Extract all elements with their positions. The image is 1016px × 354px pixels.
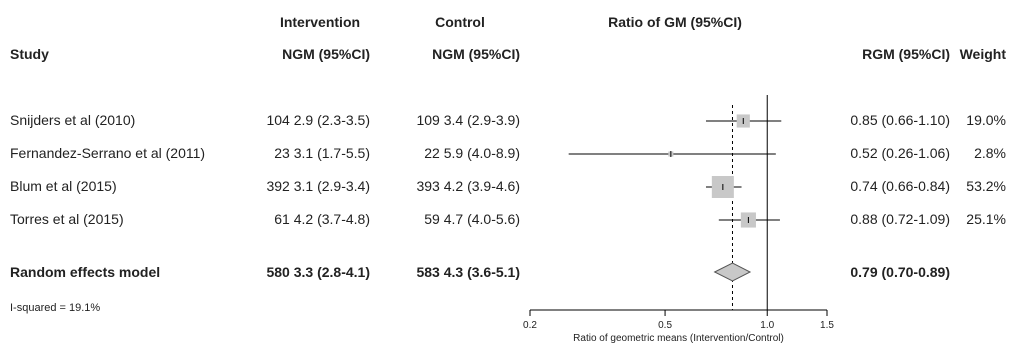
x-tick-label: 1.0: [760, 320, 774, 331]
rgm-text: 0.85 (0.66-1.10): [850, 112, 950, 128]
pooled-intervention-ci: 3.3 (2.8-4.1): [293, 264, 370, 280]
chart-title: Ratio of GM (95%CI): [608, 14, 742, 30]
weight-value: 53.2%: [950, 178, 1006, 194]
intervention-ngm: 23 3.1 (1.7-5.5): [230, 145, 370, 161]
control-n: 22: [424, 145, 440, 161]
rgm-value: 0.74 (0.66-0.84): [820, 178, 950, 194]
pooled-name: Random effects model: [10, 264, 161, 280]
intervention-ngm: 104 2.9 (2.3-3.5): [230, 112, 370, 128]
pooled-intervention-ngm: 580 3.3 (2.8-4.1): [230, 264, 370, 280]
study-name: Blum et al (2015): [10, 178, 117, 194]
intervention-ci: 4.2 (3.7-4.8): [293, 211, 370, 227]
weight-text: 2.8%: [974, 145, 1006, 161]
weight-text: 53.2%: [966, 178, 1006, 194]
heterogeneity-stat: I-squared = 19.1%: [10, 302, 101, 314]
control-ci: 5.9 (4.0-8.9): [443, 145, 520, 161]
rgm-value: 0.52 (0.26-1.06): [820, 145, 950, 161]
pooled-rgm: 0.79 (0.70-0.89): [850, 264, 950, 280]
intervention-n: 104: [266, 112, 290, 128]
weight-value: 2.8%: [950, 145, 1006, 161]
intervention-group-header: Intervention: [279, 14, 361, 30]
pooled-intervention-n: 580: [266, 264, 290, 280]
control-n: 393: [416, 178, 440, 194]
rgm-value: 0.88 (0.72-1.09): [820, 211, 950, 227]
intervention-ngm-header: NGM (95%CI): [282, 46, 370, 62]
control-ngm: 393 4.2 (3.9-4.6): [380, 178, 520, 194]
x-tick-label: 0.5: [658, 320, 672, 331]
study-name-text: Snijders et al (2010): [10, 112, 136, 128]
weight-column-header: Weight: [959, 46, 1006, 62]
study-name: Fernandez-Serrano et al (2011): [10, 145, 205, 161]
intervention-n: 23: [274, 145, 290, 161]
pooled-control-n: 583: [416, 264, 440, 280]
study-column-header: Study: [10, 46, 49, 62]
rgm-text: 0.88 (0.72-1.09): [850, 211, 950, 227]
control-n: 109: [416, 112, 440, 128]
study-name: Torres et al (2015): [10, 211, 124, 227]
control-ngm: 109 3.4 (2.9-3.9): [380, 112, 520, 128]
rgm-text: 0.74 (0.66-0.84): [850, 178, 950, 194]
x-tick-label: 0.2: [523, 320, 537, 331]
intervention-ngm: 392 3.1 (2.9-3.4): [230, 178, 370, 194]
intervention-ci: 2.9 (2.3-3.5): [293, 112, 370, 128]
study-name-text: Fernandez-Serrano et al (2011): [10, 145, 206, 161]
weight-text: 19.0%: [966, 112, 1006, 128]
rgm-text: 0.52 (0.26-1.06): [850, 145, 950, 161]
pooled-control-ngm: 583 4.3 (3.6-5.1): [380, 264, 520, 280]
x-tick-label: 1.5: [820, 320, 834, 331]
weight-value: 25.1%: [950, 211, 1006, 227]
control-ci: 3.4 (2.9-3.9): [443, 112, 520, 128]
pooled-diamond: [713, 262, 752, 282]
control-n: 59: [424, 211, 440, 227]
intervention-ci: 3.1 (2.9-3.4): [293, 178, 370, 194]
intervention-ngm: 61 4.2 (3.7-4.8): [230, 211, 370, 227]
control-ngm: 59 4.7 (4.0-5.6): [380, 211, 520, 227]
x-axis-label: Ratio of geometric means (Intervention/C…: [573, 333, 784, 344]
control-ci: 4.7 (4.0-5.6): [443, 211, 520, 227]
rgm-value: 0.85 (0.66-1.10): [820, 112, 950, 128]
weight-text: 25.1%: [966, 211, 1006, 227]
study-name: Snijders et al (2010): [10, 112, 135, 128]
intervention-ci: 3.1 (1.7-5.5): [293, 145, 370, 161]
intervention-n: 61: [274, 211, 290, 227]
weight-value: 19.0%: [950, 112, 1006, 128]
pooled-control-ci: 4.3 (3.6-5.1): [443, 264, 520, 280]
study-name-text: Torres et al (2015): [10, 211, 124, 227]
rgm-column-header: RGM (95%CI): [862, 46, 950, 62]
study-name-text: Blum et al (2015): [10, 178, 117, 194]
control-ngm: 22 5.9 (4.0-8.9): [380, 145, 520, 161]
control-group-header: Control: [435, 14, 485, 30]
control-ngm-header: NGM (95%CI): [432, 46, 520, 62]
control-ci: 4.2 (3.9-4.6): [443, 178, 520, 194]
intervention-n: 392: [266, 178, 290, 194]
